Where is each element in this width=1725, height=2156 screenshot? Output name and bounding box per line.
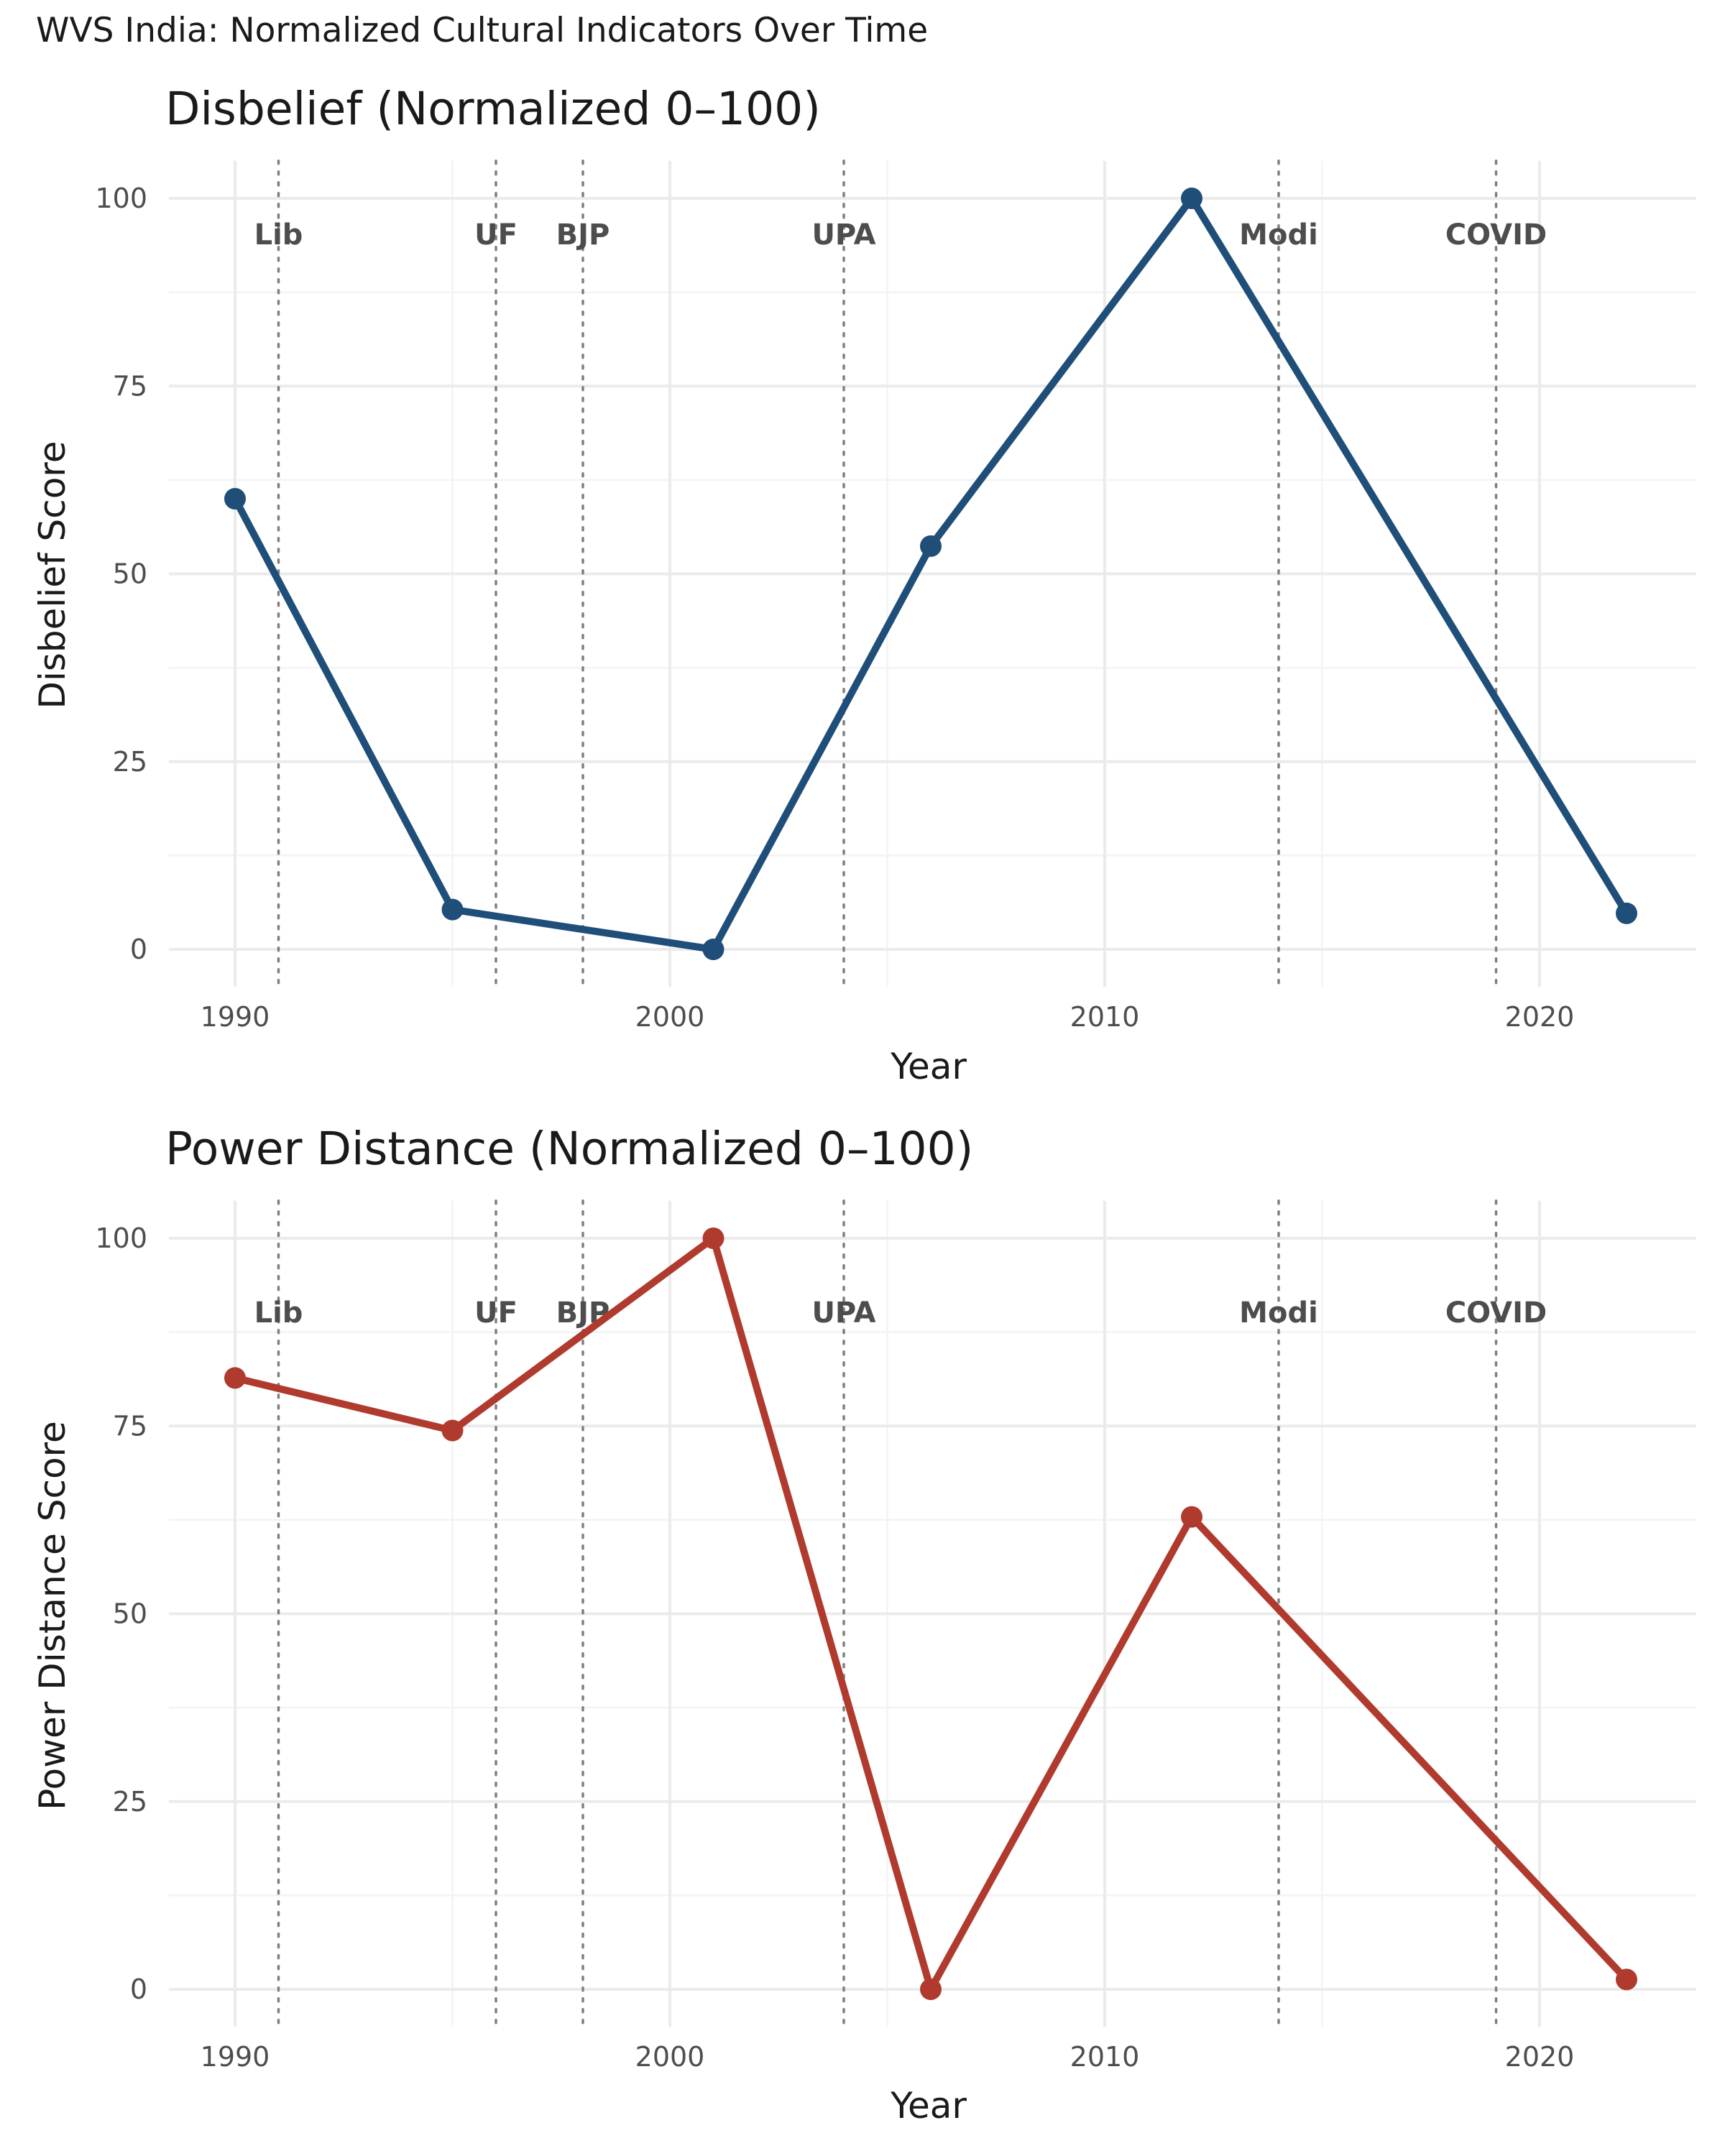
disbelief-x-axis-label: Year (890, 1046, 967, 1087)
power-distance-title: Power Distance (Normalized 0–100) (165, 1123, 973, 1175)
power-distance-data-point (1181, 1506, 1202, 1528)
power-distance-data-point (224, 1367, 246, 1389)
disbelief-title: Disbelief (Normalized 0–100) (165, 83, 821, 135)
disbelief-data-point (224, 488, 246, 510)
disbelief-x-tick-label: 1990 (201, 1001, 270, 1033)
disbelief-x-tick-label: 2020 (1505, 1001, 1575, 1033)
power-distance-y-tick-label: 0 (130, 1973, 147, 2005)
power-distance-data-point (702, 1227, 724, 1249)
disbelief-x-tick-label: 2010 (1070, 1001, 1140, 1033)
disbelief-y-tick-label: 100 (95, 183, 147, 214)
power-distance-x-axis-label: Year (890, 2085, 967, 2127)
power-distance-event-label: UF (474, 1296, 518, 1330)
disbelief-y-axis-label: Disbelief Score (32, 441, 73, 709)
power-distance-x-tick-label: 2000 (635, 2041, 705, 2073)
disbelief-y-tick-label: 50 (113, 558, 147, 590)
disbelief-data-point (1181, 188, 1202, 209)
disbelief-y-tick-label: 0 (130, 934, 147, 965)
power-distance-x-tick-label: 2020 (1505, 2041, 1575, 2073)
disbelief-y-tick-label: 25 (113, 746, 147, 778)
power-distance-y-tick-label: 50 (113, 1598, 147, 1630)
power-distance-event-label: COVID (1445, 1296, 1547, 1330)
power-distance-data-point (1616, 1968, 1637, 1991)
disbelief-event-label: BJP (556, 218, 610, 252)
power-distance-y-tick-label: 100 (95, 1222, 147, 1254)
disbelief-data-point (920, 535, 942, 557)
power-distance-data-point (920, 1978, 942, 2000)
disbelief-series-line (231, 195, 1630, 953)
disbelief-event-label: UPA (811, 218, 875, 252)
power-distance-data-point (441, 1419, 464, 1442)
power-distance-series-line (231, 1235, 1630, 1993)
disbelief-event-label: Modi (1239, 218, 1318, 252)
power-distance-x-tick-label: 2010 (1070, 2041, 1140, 2073)
disbelief-y-tick-label: 75 (113, 370, 147, 402)
disbelief-data-point (441, 898, 464, 921)
disbelief-event-label: Lib (254, 218, 303, 252)
power-distance-event-label: Lib (254, 1296, 303, 1330)
disbelief-x-tick-label: 2000 (635, 1001, 705, 1033)
disbelief-event-label: UF (474, 218, 518, 252)
power-distance-y-axis-label: Power Distance Score (32, 1421, 73, 1810)
power-distance-y-tick-label: 75 (113, 1410, 147, 1442)
power-distance-y-tick-label: 25 (113, 1786, 147, 1818)
power-distance-event-label: Modi (1239, 1296, 1318, 1330)
power-distance-x-tick-label: 1990 (201, 2041, 270, 2073)
power-distance-event-label: UPA (811, 1296, 875, 1330)
disbelief-event-label: COVID (1445, 218, 1547, 252)
power-distance-panel: Power Distance (Normalized 0–100) Year P… (32, 1123, 1696, 2127)
figure-title: WVS India: Normalized Cultural Indicator… (36, 11, 928, 50)
disbelief-panel: Disbelief (Normalized 0–100) Year Disbel… (32, 83, 1696, 1087)
disbelief-data-point (1616, 902, 1637, 924)
disbelief-data-point (702, 939, 724, 960)
